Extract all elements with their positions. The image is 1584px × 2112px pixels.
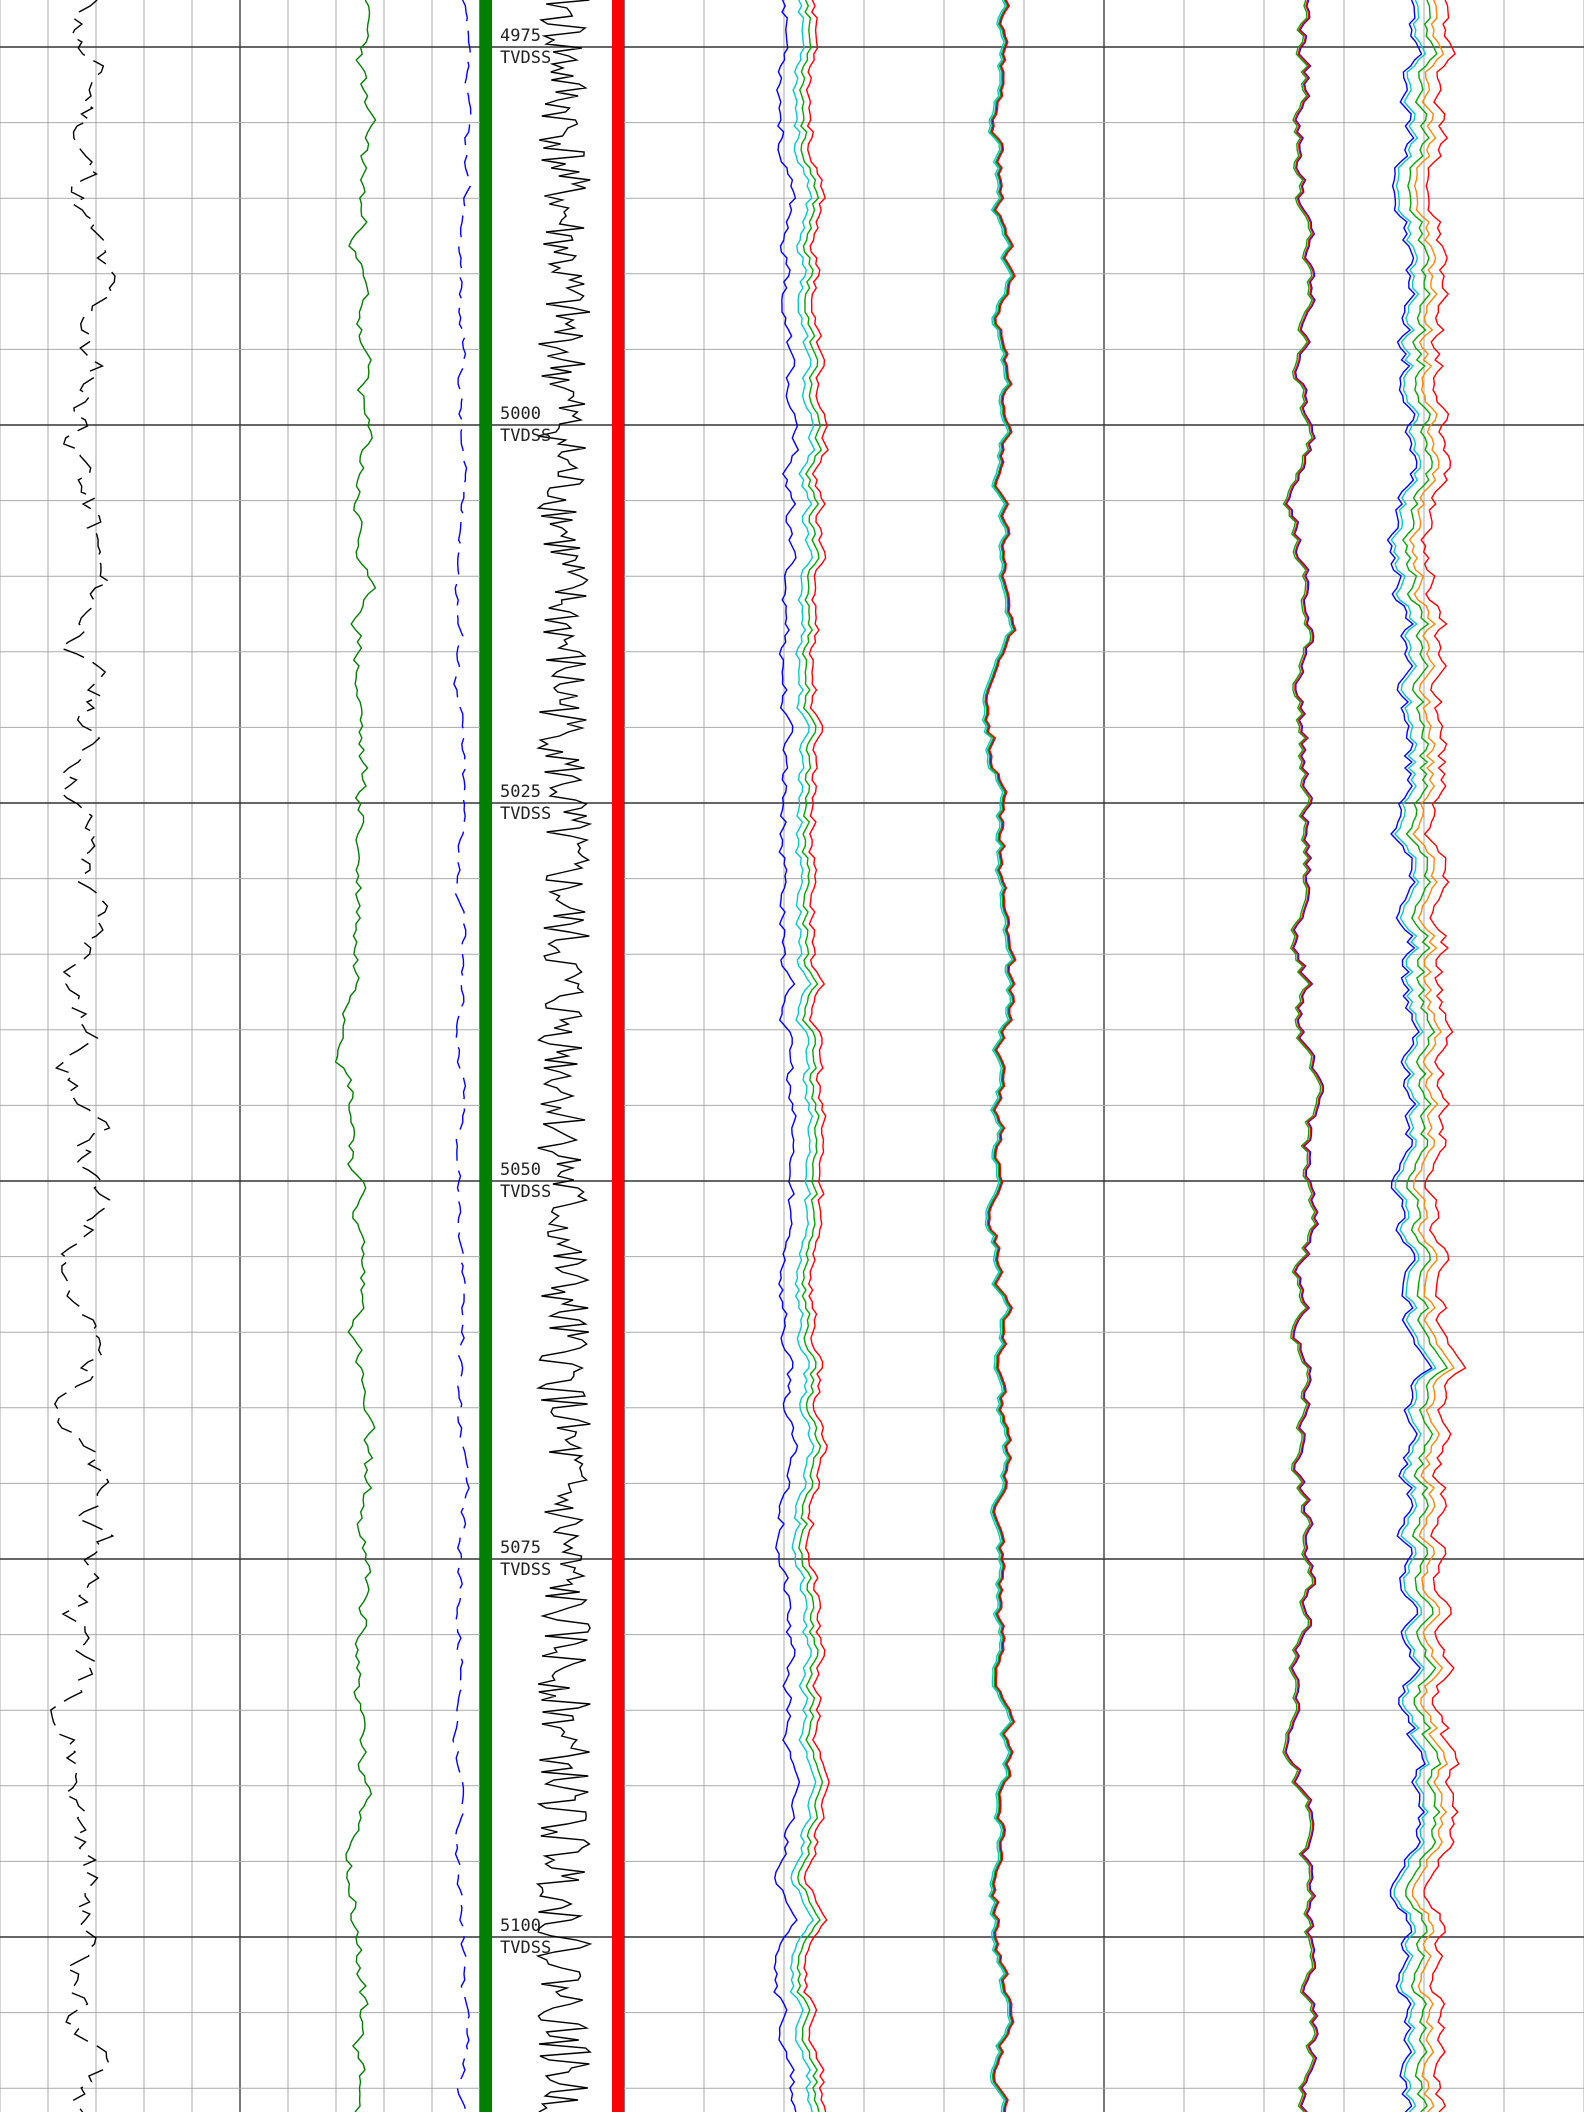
log-curves: [50, 0, 1467, 2112]
track-2-curve: [334, 0, 377, 2112]
depth-unit-label: TVDSS: [500, 1560, 551, 1580]
track-5-curve: [1282, 0, 1322, 2112]
track-4-curve: [773, 0, 801, 2112]
track-5-curve: [1402, 0, 1449, 2112]
depth-tick-label: 5100: [500, 1916, 541, 1936]
track-5-curve: [1285, 0, 1325, 2112]
depth-unit-label: TVDSS: [500, 426, 551, 446]
track-5-curve: [1390, 0, 1437, 2112]
depth-unit-label: TVDSS: [500, 804, 551, 824]
track-4-curve: [803, 0, 830, 2112]
red-lithology-strip: [612, 0, 624, 2112]
depth-labels: 4975TVDSS5000TVDSS5025TVDSS5050TVDSS5075…: [500, 26, 551, 1958]
track-5-curve: [1386, 0, 1433, 2112]
depth-unit-label: TVDSS: [500, 1938, 551, 1958]
depth-track-curve: [535, 0, 593, 2112]
track-5-curve: [1408, 0, 1455, 2112]
track-2-curve: [452, 0, 472, 2112]
lithology-strips: [480, 0, 624, 2112]
depth-tick-label: 5075: [500, 1538, 541, 1558]
depth-unit-label: TVDSS: [500, 1182, 551, 1202]
track-4-curve: [796, 0, 824, 2112]
track-4-curve: [985, 0, 1017, 2112]
depth-tick-label: 4975: [500, 26, 541, 46]
track-4-curve: [983, 0, 1015, 2112]
green-lithology-strip: [480, 0, 492, 2112]
depth-unit-label: TVDSS: [500, 48, 551, 68]
depth-tick-label: 5025: [500, 782, 541, 802]
depth-tick-label: 5050: [500, 1160, 541, 1180]
track-1-curve: [50, 0, 116, 2112]
track-4-curve: [984, 0, 1016, 2112]
track-5-curve: [1420, 0, 1467, 2112]
depth-tick-label: 5000: [500, 404, 541, 424]
track-5-curve: [1284, 0, 1324, 2112]
track-4-curve: [789, 0, 817, 2112]
track-4-curve: [981, 0, 1013, 2112]
